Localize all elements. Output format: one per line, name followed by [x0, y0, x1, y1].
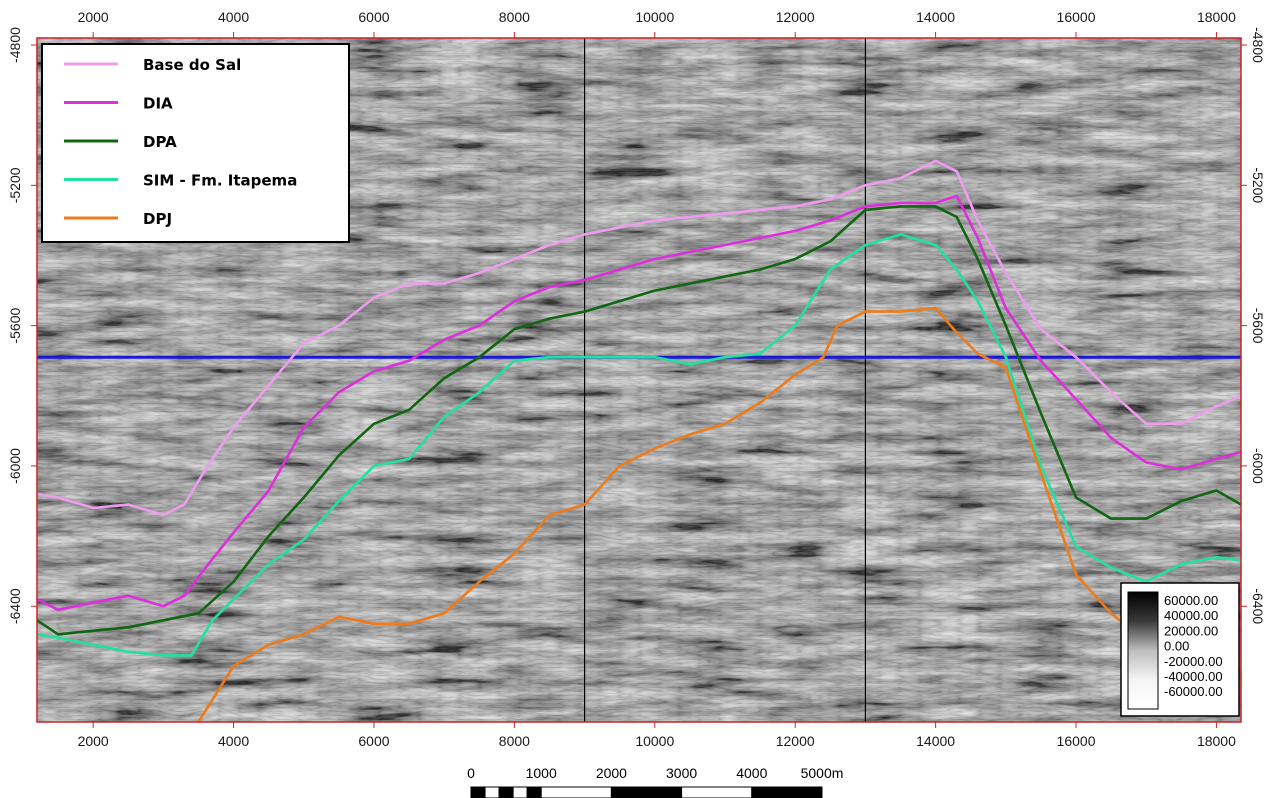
series-line-0: [37, 159, 1241, 517]
axis-ticks: [31, 32, 1247, 728]
x-tick-label-top: 12000: [776, 9, 815, 25]
y-tick-label-right: -4800: [1250, 27, 1266, 63]
series-line-4: [197, 306, 1241, 722]
x-tick-label-bottom: 8000: [499, 733, 530, 749]
colorbar-gradient: [1127, 591, 1159, 710]
legend: Base do Sal DIA DPA SIM - Fm. Itapema DPJ: [41, 43, 350, 243]
legend-label-4: DPJ: [143, 210, 172, 228]
y-tick-label-right: -5600: [1250, 308, 1266, 344]
colorbar-label-3: 0.00: [1164, 639, 1189, 654]
x-tick-label-bottom: 4000: [218, 733, 249, 749]
y-tick-label-right: -6000: [1250, 448, 1266, 484]
scale-segment-8: [751, 786, 823, 798]
y-tick-label-left: -5200: [7, 167, 23, 203]
axis-tick-labels: 2000 2000 4000 4000 6000 6000 8000 8000 10000 100…: [7, 9, 1266, 749]
x-tick-label-top: 4000: [218, 9, 249, 25]
legend-label-2: DPA: [143, 133, 177, 151]
legend-label-1: DIA: [143, 95, 173, 113]
legend-box: [41, 43, 350, 243]
y-tick-label-right: -6400: [1250, 588, 1266, 624]
x-tick-label-top: 6000: [358, 9, 389, 25]
y-tick-label-left: -4800: [7, 27, 23, 63]
y-tick-label-left: -6000: [7, 448, 23, 484]
colorbar-label-4: -20000.00: [1164, 654, 1223, 669]
horizon-series: [37, 159, 1241, 722]
scale-segment-1: [484, 786, 500, 798]
x-tick-label-top: 2000: [78, 9, 109, 25]
scale-label-0: 0: [467, 765, 475, 781]
y-tick-label-right: -5200: [1250, 167, 1266, 203]
y-tick-label-left: -6400: [7, 588, 23, 624]
x-tick-label-bottom: 6000: [358, 733, 389, 749]
scale-segment-7: [681, 786, 753, 798]
scale-label-5: 5000m: [801, 765, 844, 781]
scale-segment-6: [610, 786, 683, 798]
scale-segment-4: [526, 786, 542, 798]
scale-segment-2: [498, 786, 514, 798]
x-tick-label-top: 8000: [499, 9, 530, 25]
x-tick-label-bottom: 18000: [1197, 733, 1236, 749]
series-line-2: [37, 205, 1241, 636]
distance-scalebar: 0 1000 2000 3000 4000 5000m: [467, 765, 843, 798]
scale-segment-0: [470, 786, 486, 798]
colorbar-label-5: -40000.00: [1164, 669, 1223, 684]
colorbar-label-2: 20000.00: [1164, 623, 1218, 638]
series-line-3: [37, 233, 1241, 657]
x-tick-label-top: 14000: [916, 9, 955, 25]
amplitude-colorbar: 60000.0040000.0020000.000.00-20000.00-40…: [1120, 582, 1240, 717]
series-line-1: [37, 194, 1241, 612]
scale-label-1: 1000: [526, 765, 557, 781]
x-tick-label-bottom: 14000: [916, 733, 955, 749]
x-tick-label-bottom: 16000: [1057, 733, 1096, 749]
vertical-markers: [583, 38, 867, 722]
colorbar-label-1: 40000.00: [1164, 608, 1218, 623]
x-tick-label-bottom: 12000: [776, 733, 815, 749]
x-tick-label-bottom: 2000: [78, 733, 109, 749]
scale-label-3: 3000: [666, 765, 697, 781]
legend-label-3: SIM - Fm. Itapema: [143, 172, 297, 190]
colorbar-label-0: 60000.00: [1164, 593, 1218, 608]
plot-frame: [36, 37, 1242, 723]
scale-label-4: 4000: [736, 765, 767, 781]
legend-label-0: Base do Sal: [143, 56, 241, 74]
colorbar-label-6: -60000.00: [1164, 684, 1223, 699]
x-tick-label-top: 16000: [1057, 9, 1096, 25]
scale-label-2: 2000: [596, 765, 627, 781]
x-tick-label-bottom: 10000: [635, 733, 674, 749]
x-tick-label-top: 18000: [1197, 9, 1236, 25]
x-tick-label-top: 10000: [635, 9, 674, 25]
y-tick-label-left: -5600: [7, 308, 23, 344]
scale-segment-5: [540, 786, 612, 798]
scale-segment-3: [512, 786, 528, 798]
